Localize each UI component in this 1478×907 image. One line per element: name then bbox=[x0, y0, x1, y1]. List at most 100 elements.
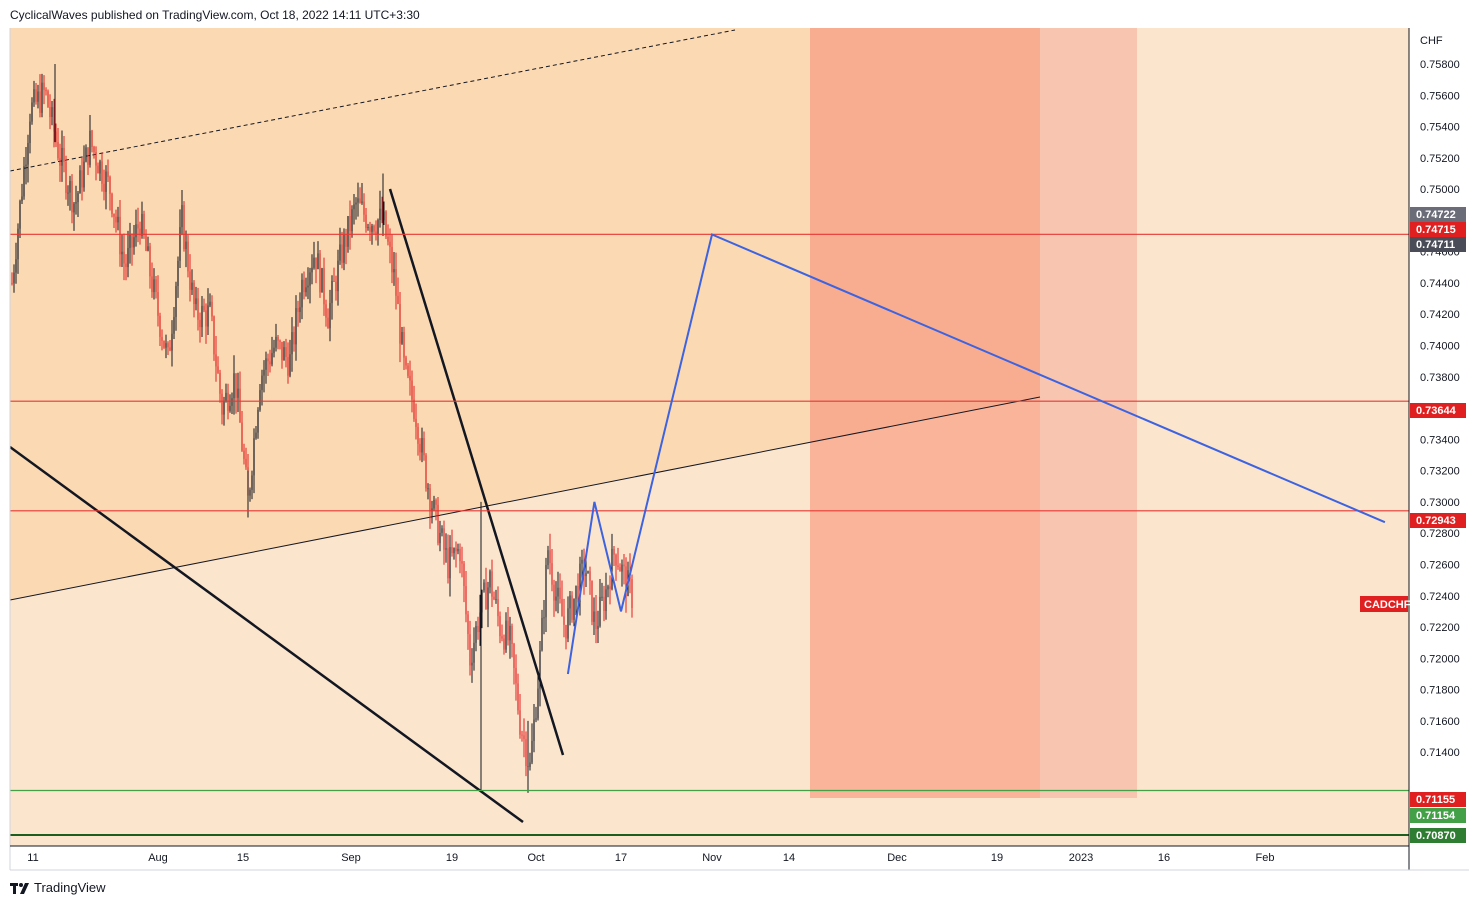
candle-body bbox=[185, 241, 187, 250]
candle-body bbox=[267, 358, 269, 362]
candle-body bbox=[87, 147, 89, 165]
candle-body bbox=[165, 343, 167, 348]
candle-body bbox=[89, 130, 91, 165]
candle-body bbox=[333, 280, 335, 282]
x-tick-label-13: Feb bbox=[1256, 852, 1275, 864]
candle-body bbox=[239, 388, 241, 423]
candle-body bbox=[463, 563, 465, 587]
candle-body bbox=[593, 611, 595, 622]
candle-body bbox=[223, 400, 225, 415]
candle-body bbox=[569, 595, 571, 609]
candle-body bbox=[589, 571, 591, 581]
candle-body bbox=[507, 620, 509, 641]
candle-body bbox=[565, 624, 567, 639]
y-tick-label-1: 0.75600 bbox=[1420, 90, 1460, 102]
candle-body bbox=[97, 165, 99, 174]
candle-body bbox=[121, 251, 123, 255]
candle-body bbox=[225, 392, 227, 401]
candle-body bbox=[25, 164, 27, 167]
candle-body bbox=[151, 276, 153, 293]
candle-body bbox=[369, 227, 371, 232]
y-tick-label-3: 0.75200 bbox=[1420, 153, 1460, 165]
candle-body bbox=[605, 589, 607, 612]
candle-body bbox=[23, 166, 25, 197]
candle-body bbox=[283, 347, 285, 361]
candle-body bbox=[119, 216, 121, 255]
candle-body bbox=[575, 585, 577, 599]
candle-body bbox=[287, 357, 289, 376]
plot-area bbox=[10, 28, 1137, 824]
candle-body bbox=[367, 227, 369, 229]
candle-body bbox=[543, 617, 545, 619]
candle-body bbox=[49, 106, 51, 118]
x-tick-label-9: Dec bbox=[887, 852, 907, 864]
price-tag-3 bbox=[1410, 403, 1466, 418]
candle-body bbox=[469, 634, 471, 666]
y-tick-label-6: 0.74400 bbox=[1420, 278, 1460, 290]
candle-body bbox=[597, 625, 599, 630]
candle-body bbox=[235, 373, 237, 398]
candle-body bbox=[217, 366, 219, 373]
y-tick-label-11: 0.73200 bbox=[1420, 466, 1460, 478]
x-tick-label-7: Nov bbox=[702, 852, 722, 864]
candle-body bbox=[161, 336, 163, 341]
candle-body bbox=[401, 331, 403, 344]
x-tick-label-0: 11 bbox=[27, 852, 38, 864]
candle-body bbox=[525, 739, 527, 766]
price-tag-0 bbox=[1410, 207, 1466, 222]
candle-body bbox=[37, 91, 39, 102]
candle-body bbox=[425, 455, 427, 489]
candle-body bbox=[399, 304, 401, 344]
candle-body bbox=[427, 488, 429, 490]
x-tick-label-11: 2023 bbox=[1069, 852, 1093, 864]
candle-body bbox=[397, 295, 399, 305]
candle-body bbox=[613, 548, 615, 555]
candle-body bbox=[33, 89, 35, 103]
candle-body bbox=[237, 388, 239, 398]
candle-body bbox=[77, 193, 79, 203]
candle-body bbox=[81, 170, 83, 188]
candle-body bbox=[577, 585, 579, 602]
wedge-upper-line bbox=[388, 188, 565, 756]
y-tick-label-20: 0.71400 bbox=[1420, 747, 1460, 759]
candle-body bbox=[241, 422, 243, 451]
lower-channel-line bbox=[10, 396, 1041, 601]
candle-body bbox=[455, 547, 457, 552]
price-tag-label-3: 0.73644 bbox=[1416, 405, 1457, 417]
candle-body bbox=[135, 224, 137, 238]
candle-body bbox=[453, 547, 455, 554]
candle-body bbox=[111, 193, 113, 214]
candle-body bbox=[47, 91, 49, 107]
candle-body bbox=[381, 208, 383, 221]
candle-body bbox=[433, 499, 435, 509]
candle-body bbox=[335, 281, 337, 292]
candle-body bbox=[41, 82, 43, 113]
candle-body bbox=[63, 147, 65, 162]
price-tag-label-5: 0.71155 bbox=[1416, 794, 1455, 806]
candle-body bbox=[389, 241, 391, 247]
candle-body bbox=[269, 361, 271, 365]
candle-body bbox=[233, 373, 235, 399]
tradingview-brand[interactable]: TradingView bbox=[10, 880, 106, 895]
candle-body bbox=[291, 332, 293, 355]
candle-body bbox=[595, 611, 597, 630]
candle-body bbox=[305, 287, 307, 293]
tradingview-label: TradingView bbox=[34, 880, 106, 895]
candle-body bbox=[325, 304, 327, 318]
candle-body bbox=[443, 528, 445, 550]
candle-body bbox=[403, 331, 405, 358]
x-tick-label-12: 16 bbox=[1158, 852, 1170, 864]
candle-body bbox=[465, 586, 467, 615]
candle-body bbox=[31, 102, 33, 122]
candle-body bbox=[387, 236, 389, 242]
candle-body bbox=[257, 409, 259, 433]
candle-body bbox=[221, 393, 223, 415]
candle-body bbox=[115, 216, 117, 223]
candle-body bbox=[487, 587, 489, 610]
candle-body bbox=[557, 587, 559, 597]
candle-body bbox=[539, 650, 541, 689]
candle-body bbox=[211, 301, 213, 317]
candle-body bbox=[517, 683, 519, 711]
y-tick-label-12: 0.73000 bbox=[1420, 497, 1460, 509]
